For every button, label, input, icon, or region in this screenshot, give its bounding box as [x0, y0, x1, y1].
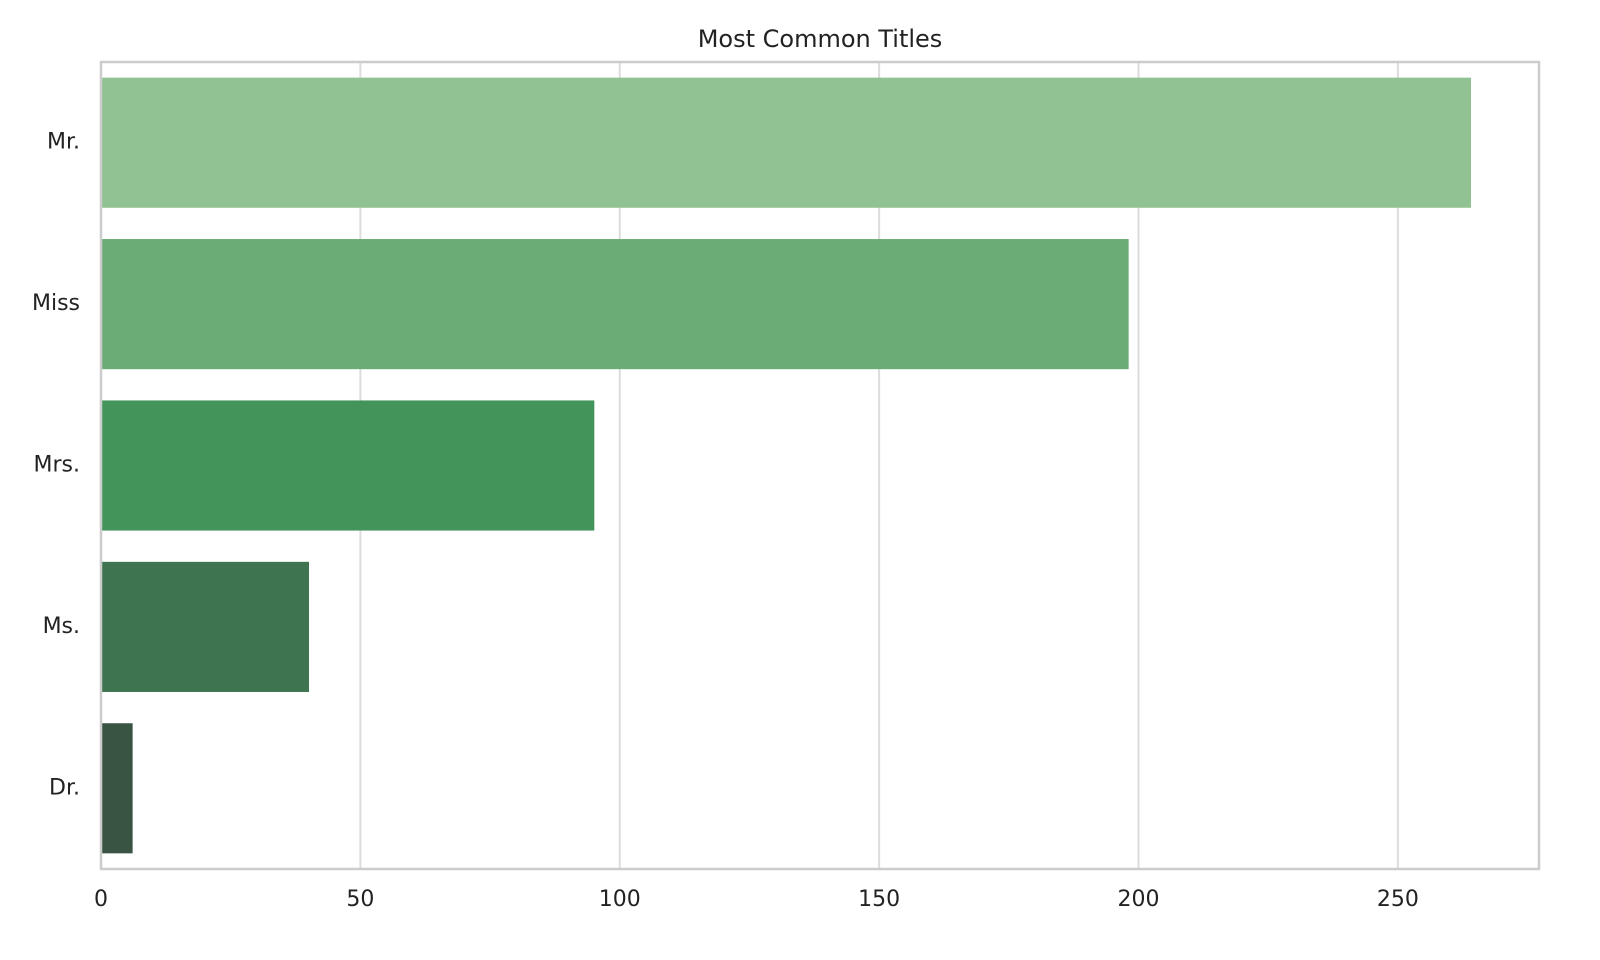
x-tick-label: 0	[94, 887, 108, 912]
bar	[100, 239, 1129, 370]
bar	[100, 723, 133, 854]
x-tick-label: 200	[1118, 887, 1160, 912]
chart-title: Most Common Titles	[698, 25, 943, 53]
y-tick-label: Mrs.	[34, 453, 80, 478]
y-tick-label: Ms.	[43, 614, 80, 639]
bar	[100, 400, 595, 531]
bar	[100, 77, 1472, 208]
x-tick-label: 150	[858, 887, 900, 912]
y-tick-label: Miss	[32, 291, 80, 316]
y-tick-label: Dr.	[49, 775, 80, 800]
y-tick-label: Mr.	[47, 130, 80, 155]
bar	[100, 561, 310, 692]
x-tick-label: 100	[599, 887, 641, 912]
x-tick-label: 50	[346, 887, 374, 912]
plot-frame	[99, 60, 1541, 871]
x-tick-label: 250	[1377, 887, 1419, 912]
